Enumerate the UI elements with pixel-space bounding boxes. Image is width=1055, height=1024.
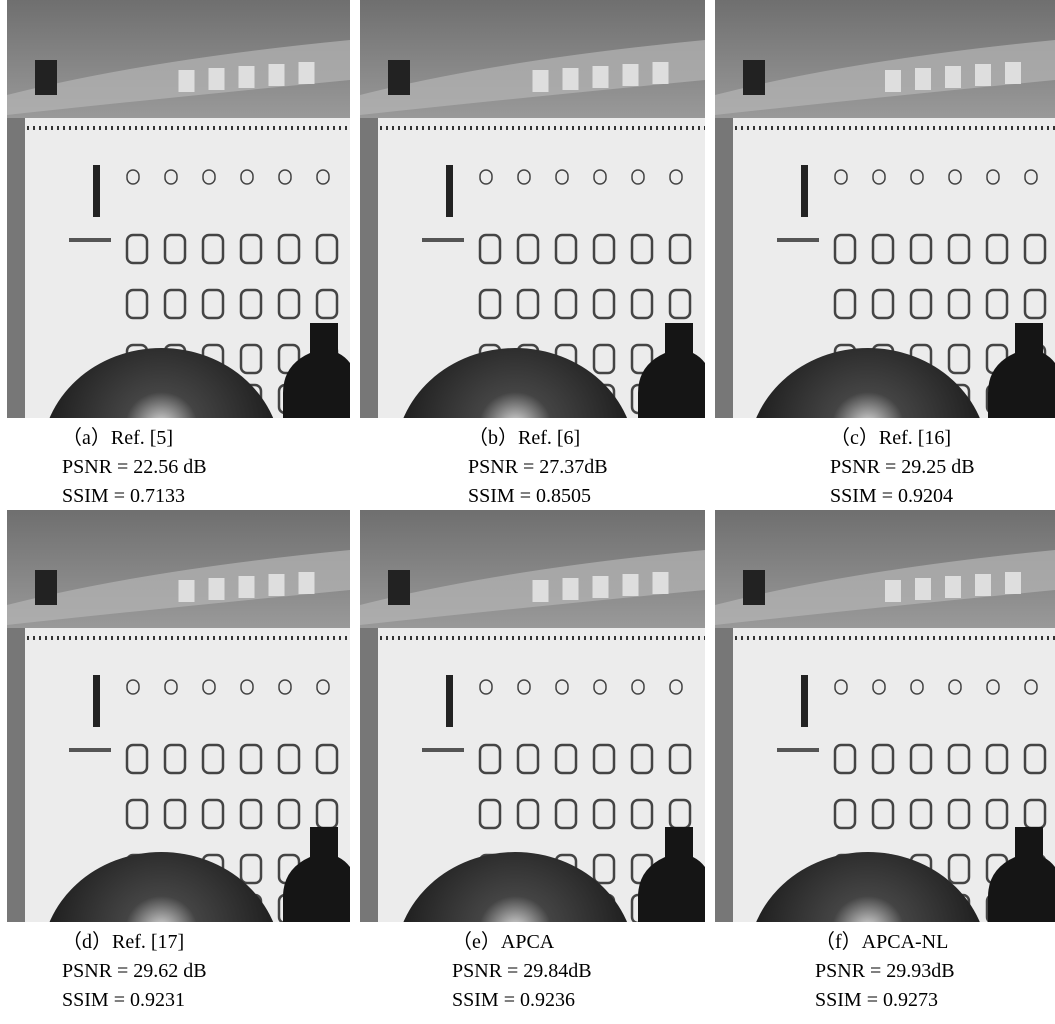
panel-label: （a）Ref. [5] [62,426,173,449]
panel-label: （d）Ref. [17] [62,930,184,953]
left-edge [7,118,25,536]
photo [360,0,723,568]
stripe [885,580,901,602]
month-digit [801,165,808,217]
stripe [623,64,639,86]
stripe [653,572,669,594]
month-name [422,748,464,752]
panel: （d）Ref. [17] PSNR = 29.62 dB SSIM = 0.9231 [7,510,368,1024]
post [388,60,410,95]
ssim: SSIM = 0.8505 [468,485,591,507]
month-name [777,748,819,752]
stripe [209,68,225,90]
left-edge [360,118,378,536]
stripe [563,68,579,90]
stripe [975,64,991,86]
stripe [563,578,579,600]
stripe [179,580,195,602]
stripe [299,62,315,84]
photo [7,0,368,568]
left-edge [715,118,733,536]
stripe [593,576,609,598]
panel-label: （f）APCA-NL [815,930,948,953]
ssim: SSIM = 0.9273 [815,989,938,1011]
post [743,570,765,605]
ssim: SSIM = 0.7133 [62,485,185,507]
photo [715,0,1055,568]
stripe [915,68,931,90]
ssim: SSIM = 0.9236 [452,989,575,1011]
psnr: PSNR = 29.84dB [452,960,592,982]
month-digit [446,165,453,217]
panel: （b）Ref. [6] PSNR = 27.37dB SSIM = 0.8505 [360,0,723,568]
psnr: PSNR = 22.56 dB [62,456,207,478]
stripe [945,66,961,88]
left-edge [715,628,733,1024]
panel: （e）APCA PSNR = 29.84dB SSIM = 0.9236 [360,510,723,1024]
month-digit [446,675,453,727]
figure: （a）Ref. [5]PSNR = 22.56 dBSSIM = 0.7133（… [0,0,1055,1024]
stripe [209,578,225,600]
month-name [69,748,111,752]
left-edge [360,628,378,1024]
panel: （c）Ref. [16] PSNR = 29.25 dB SSIM = 0.9204 [715,0,1055,568]
month-digit [93,165,100,217]
month-name [422,238,464,242]
month-digit [93,675,100,727]
stripe [1005,572,1021,594]
panel-label: （b）Ref. [6] [468,426,580,449]
psnr: PSNR = 29.25 dB [830,456,975,478]
stripe [593,66,609,88]
panel: （f）APCA-NL PSNR = 29.93dB SSIM = 0.9273 [715,510,1055,1024]
stripe [945,576,961,598]
stripe [975,574,991,596]
left-edge [7,628,25,1024]
stripe [179,70,195,92]
stripe [533,70,549,92]
month-name [69,238,111,242]
stripe [653,62,669,84]
panel-label: （e）APCA [452,930,555,953]
ssim: SSIM = 0.9204 [830,485,953,507]
stripe [269,64,285,86]
stripe [915,578,931,600]
psnr: PSNR = 29.93dB [815,960,955,982]
psnr: PSNR = 27.37dB [468,456,608,478]
stripe [299,572,315,594]
stripe [623,574,639,596]
panel-label: （c）Ref. [16] [830,426,951,449]
stripe [1005,62,1021,84]
panel: （a）Ref. [5] PSNR = 22.56 dB SSIM = 0.7133 [7,0,368,568]
post [743,60,765,95]
post [35,60,57,95]
post [35,570,57,605]
psnr: PSNR = 29.62 dB [62,960,207,982]
post [388,570,410,605]
month-name [777,238,819,242]
stripe [239,576,255,598]
stripe [269,574,285,596]
stripe [239,66,255,88]
stripe [533,580,549,602]
stripe [885,70,901,92]
ssim: SSIM = 0.9231 [62,989,185,1011]
month-digit [801,675,808,727]
